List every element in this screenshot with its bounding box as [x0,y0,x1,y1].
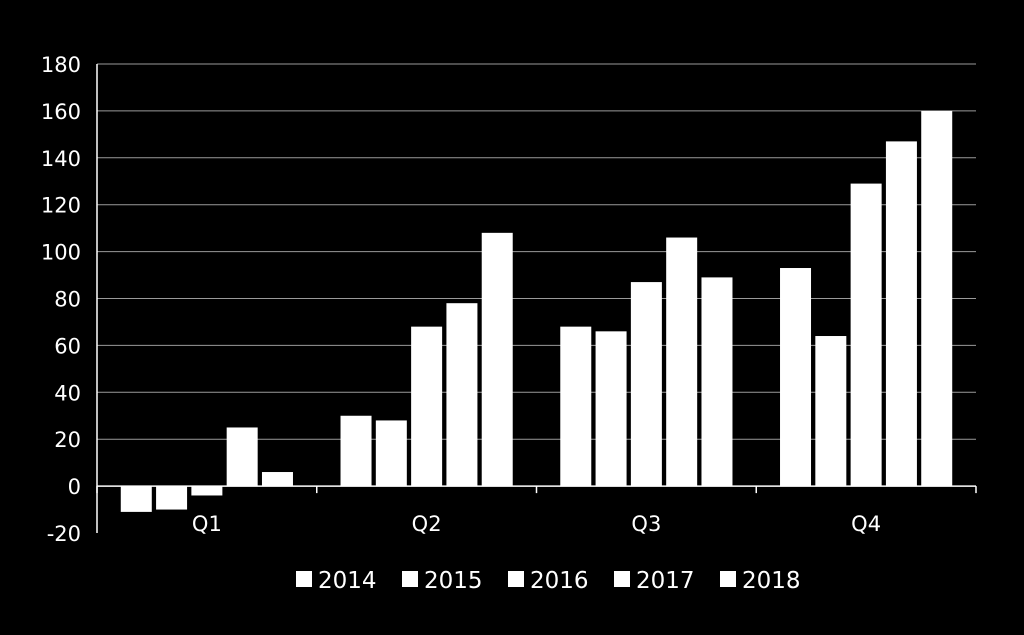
bar-2016-Q2 [411,326,443,487]
y-tick-label: 60 [54,334,81,358]
bar-2016-Q1 [191,486,223,496]
bar-2016-Q3 [630,282,662,487]
y-axis-tick-labels: -20 0 20 40 60 80 100 120 140 160 180 [41,53,81,546]
y-tick-label: 0 [68,475,81,499]
category-label: Q2 [412,512,442,536]
y-tick-label: 40 [54,381,81,405]
bar-2017-Q3 [666,237,698,487]
y-tick-label: -20 [47,522,81,546]
axes [96,64,977,533]
category-label: Q3 [631,512,661,536]
bar-2015-Q4 [815,336,847,487]
category-label: Q1 [192,512,222,536]
legend-label: 2018 [742,568,801,594]
legend-swatch [296,571,312,587]
legend-label: 2014 [318,568,377,594]
bar-2017-Q4 [885,141,917,487]
bar-2015-Q2 [375,420,407,487]
legend-label: 2015 [424,568,483,594]
y-tick-label: 140 [41,147,81,171]
legend: 2014 2015 2016 2017 2018 [296,568,801,594]
bar-2014-Q2 [340,415,372,487]
y-tick-label: 80 [54,288,81,312]
legend-swatch [614,571,630,587]
bar-2014-Q4 [780,268,812,487]
legend-label: 2016 [530,568,589,594]
bar-2018-Q4 [921,110,953,487]
bar-2017-Q2 [446,303,478,487]
y-tick-label: 100 [41,241,81,265]
bar-2018-Q1 [261,472,293,487]
bars [120,110,953,512]
category-label: Q4 [851,512,881,536]
bar-2017-Q1 [226,427,258,487]
y-tick-label: 180 [41,53,81,77]
legend-swatch [720,571,736,587]
y-tick-label: 120 [41,194,81,218]
bar-2018-Q2 [481,232,513,487]
category-labels: Q1 Q2 Q3 Q4 [192,512,881,536]
bar-2014-Q3 [560,326,592,487]
legend-label: 2017 [636,568,695,594]
legend-swatch [508,571,524,587]
bar-2018-Q3 [701,277,733,487]
bar-2014-Q1 [120,486,152,512]
bar-2015-Q1 [156,486,188,510]
y-tick-label: 160 [41,100,81,124]
bar-2016-Q4 [850,183,882,487]
bar-2015-Q3 [595,331,627,487]
y-tick-label: 20 [54,428,81,452]
legend-swatch [402,571,418,587]
